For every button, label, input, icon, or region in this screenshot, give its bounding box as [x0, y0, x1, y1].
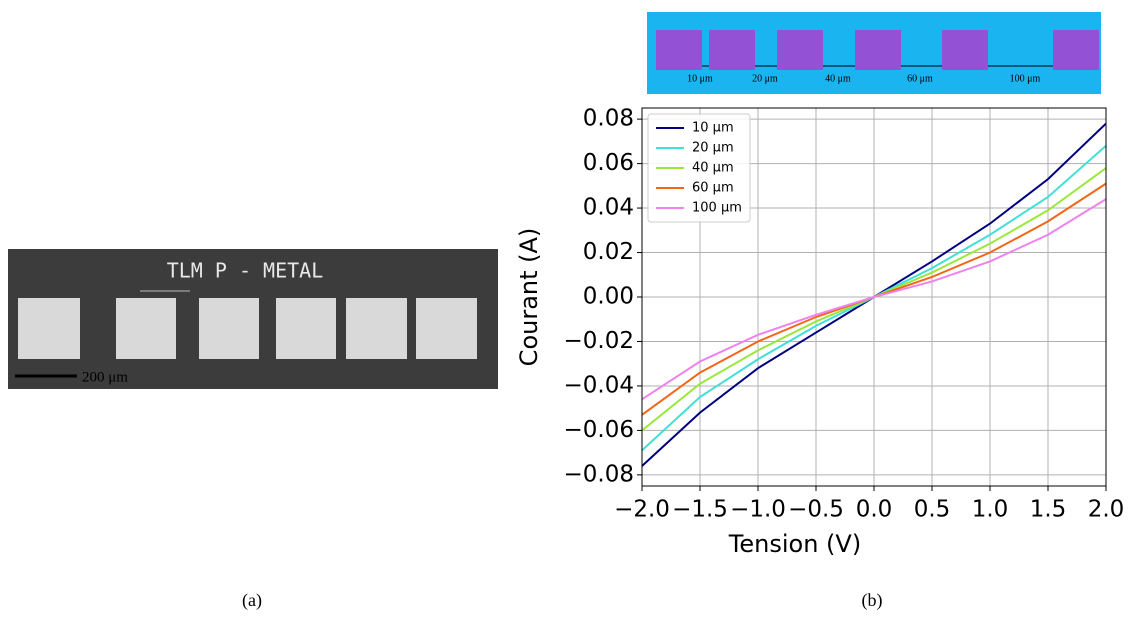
- legend: 10 μm 20 μm 40 μm 60 μm 100 μm: [647, 113, 751, 223]
- legend-label: 100 μm: [692, 201, 742, 216]
- pad: [656, 30, 702, 70]
- legend-box: [647, 113, 751, 223]
- axes-frame: [641, 107, 1107, 487]
- schematic-pads: [656, 30, 1099, 70]
- y-tick-label: −0.04: [564, 372, 634, 398]
- pad: [276, 298, 336, 359]
- gap-label: 20 μm: [752, 73, 778, 84]
- gap-label: 100 μm: [1010, 73, 1041, 84]
- pad: [18, 298, 80, 359]
- pad: [709, 30, 755, 70]
- gap-label: 60 μm: [907, 73, 933, 84]
- y-tick-label: 0.08: [583, 106, 634, 132]
- x-tick-label: 0.0: [856, 497, 893, 523]
- pad: [416, 298, 477, 359]
- pad: [942, 30, 988, 70]
- x-tick-label: 0.5: [914, 497, 951, 523]
- legend-label: 20 μm: [692, 141, 734, 156]
- x-tick-label: −1.0: [730, 497, 786, 523]
- y-tick-label: −0.02: [564, 328, 634, 354]
- pad: [1053, 30, 1099, 70]
- gap-label: 40 μm: [825, 73, 851, 84]
- caption: (b): [862, 590, 883, 611]
- x-tick-label: −2.0: [614, 497, 670, 523]
- y-tick-label: 0.04: [583, 195, 634, 221]
- x-tick-label: −1.5: [672, 497, 728, 523]
- y-tick-label: −0.06: [564, 417, 634, 443]
- pad: [777, 30, 823, 70]
- pad: [199, 298, 259, 359]
- x-tick-label: 2.0: [1088, 497, 1125, 523]
- scale-label: 200 μm: [82, 369, 128, 385]
- y-tick-label: 0.02: [583, 239, 634, 265]
- legend-label: 10 μm: [692, 121, 734, 136]
- pad: [116, 298, 176, 359]
- pad: [855, 30, 901, 70]
- legend-label: 60 μm: [692, 181, 734, 196]
- pad: [346, 298, 407, 359]
- y-tick-label: −0.08: [564, 461, 634, 487]
- caption: (a): [242, 590, 262, 611]
- series-line: [641, 198, 1107, 401]
- gap-label: 10 μm: [687, 73, 713, 84]
- x-tick-label: 1.0: [972, 497, 1009, 523]
- y-tick-label: 0.00: [583, 284, 634, 310]
- sem-title: TLM P - METAL: [167, 259, 324, 283]
- schematic-labels: 10 μm 20 μm 40 μm 60 μm 100 μm: [687, 73, 1040, 84]
- y-axis-label: Courant (A): [515, 228, 543, 367]
- y-tick-label: 0.06: [583, 150, 634, 176]
- x-axis-label: Tension (V): [728, 530, 861, 558]
- legend-label: 40 μm: [692, 161, 734, 176]
- sem-pads: [18, 298, 477, 359]
- x-tick-label: 1.5: [1030, 497, 1067, 523]
- x-tick-label: −0.5: [788, 497, 844, 523]
